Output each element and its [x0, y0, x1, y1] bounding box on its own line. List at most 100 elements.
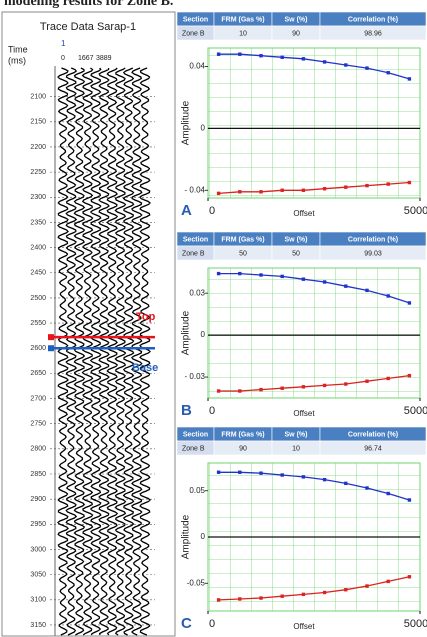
point	[323, 60, 326, 63]
y-tick-label: 2100	[30, 94, 46, 101]
point	[365, 584, 368, 587]
y-tick-label: -0.05	[187, 578, 206, 587]
point	[217, 272, 220, 275]
point	[387, 377, 390, 380]
table-cell-text: 96.74	[364, 445, 382, 452]
point	[238, 52, 241, 55]
point	[344, 284, 347, 287]
x-tick-label: 5000	[404, 405, 427, 417]
point	[408, 374, 411, 377]
table-cell-text: Zone B	[182, 445, 205, 452]
point	[323, 591, 326, 594]
plot-area	[208, 48, 420, 198]
y-tick-label: 2650	[30, 370, 46, 377]
point	[238, 471, 241, 474]
point	[259, 471, 262, 474]
point	[323, 478, 326, 481]
y-tick-label: 3000	[30, 546, 46, 553]
y-tick-label: - 0.04	[185, 185, 206, 194]
table-header: FRM (Gas %)	[221, 431, 264, 438]
x-axis-label: Offset	[293, 209, 315, 218]
point	[302, 189, 305, 192]
table-header: Sw (%)	[285, 431, 308, 438]
y-tick-label: 0.05	[189, 486, 205, 495]
y-tick-label: 2350	[30, 219, 46, 226]
point	[365, 66, 368, 69]
table-header: Sw (%)	[285, 16, 308, 23]
point	[281, 56, 284, 59]
point	[217, 598, 220, 601]
point	[387, 492, 390, 495]
table-header: Section	[183, 236, 208, 243]
table-header: Sw (%)	[285, 236, 308, 243]
table-header: Section	[183, 16, 208, 23]
y-tick-label: 0.04	[189, 62, 205, 71]
point	[323, 187, 326, 190]
y-tick-label: 2550	[30, 320, 46, 327]
y-tick-label: 2600	[30, 345, 46, 352]
point	[365, 380, 368, 383]
base-label: Base	[132, 362, 158, 374]
table-cell-text: 10	[292, 445, 300, 452]
point	[302, 593, 305, 596]
table-header: Section	[183, 431, 208, 438]
trace-number: 1	[61, 39, 66, 48]
y-tick-label: 3050	[30, 571, 46, 578]
point	[387, 294, 390, 297]
table-header: Correlation (%)	[348, 431, 398, 438]
table-cell-text: 50	[292, 250, 300, 257]
point	[302, 277, 305, 280]
point	[408, 575, 411, 578]
y-tick-label: 2450	[30, 270, 46, 277]
y-tick-label: 0	[201, 330, 206, 339]
y-tick-label: 2850	[30, 471, 46, 478]
offset-label: 1667	[78, 55, 94, 62]
point	[238, 389, 241, 392]
point	[387, 71, 390, 74]
caption: modeling results for Zone B.	[4, 0, 173, 9]
point	[408, 77, 411, 80]
y-tick-label: 2800	[30, 446, 46, 453]
y-tick-label: 2150	[30, 119, 46, 126]
point	[217, 52, 220, 55]
y-tick-label: - 0.03	[185, 372, 206, 381]
point	[344, 482, 347, 485]
x-axis-label: Offset	[293, 409, 315, 418]
point	[387, 580, 390, 583]
point	[344, 588, 347, 591]
y-tick-label: 0.03	[189, 288, 205, 297]
point	[408, 181, 411, 184]
table-header: Correlation (%)	[348, 16, 398, 23]
point	[365, 184, 368, 187]
point	[217, 389, 220, 392]
point	[281, 387, 284, 390]
x-tick-label: 0	[209, 618, 215, 630]
y-tick-label: 2400	[30, 244, 46, 251]
table-cell-text: 99.03	[364, 250, 382, 257]
point	[259, 388, 262, 391]
point	[217, 192, 220, 195]
table-header: FRM (Gas %)	[221, 236, 264, 243]
time-label: Time	[8, 44, 28, 54]
y-tick-label: 0	[201, 532, 206, 541]
y-tick-label: 2250	[30, 169, 46, 176]
y-tick-label: 2500	[30, 295, 46, 302]
table-header: Correlation (%)	[348, 236, 398, 243]
point	[323, 280, 326, 283]
table-cell-text: 98.96	[364, 30, 382, 37]
point	[344, 382, 347, 385]
point	[302, 475, 305, 478]
point	[281, 189, 284, 192]
y-tick-label: 2300	[30, 194, 46, 201]
base-marker	[48, 345, 54, 351]
top-label: Top	[136, 311, 156, 323]
point	[408, 498, 411, 501]
point	[302, 57, 305, 60]
point	[238, 597, 241, 600]
trace-title: Trace Data Sarap-1	[40, 21, 136, 33]
point	[365, 486, 368, 489]
table-cell-text: 90	[292, 30, 300, 37]
table-cell-text: 50	[239, 250, 247, 257]
point	[238, 272, 241, 275]
x-tick-label: 5000	[404, 205, 427, 217]
